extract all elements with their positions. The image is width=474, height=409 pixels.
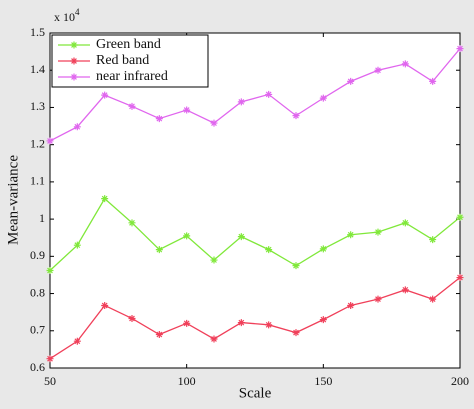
legend-label: Red band [96,53,149,68]
point-marker [101,195,109,203]
point-marker [374,66,382,74]
point-marker [347,231,355,239]
point-marker [292,262,300,270]
point-marker [128,314,136,322]
x-tick-label: 100 [178,374,196,388]
legend-label: near infrared [96,69,168,84]
point-marker [456,274,464,282]
point-marker [347,77,355,85]
point-marker [265,321,273,329]
point-marker [155,331,163,338]
y-tick-label: 1 [39,211,45,225]
point-marker [319,94,327,102]
y-multiplier-base: x 10 [54,10,75,24]
point-marker [429,236,437,244]
point-marker [374,228,382,236]
y-tick-label: 1.5 [30,25,45,39]
point-marker [210,335,218,343]
y-tick-label: 0.6 [30,360,45,374]
point-marker [292,329,300,337]
point-marker [183,106,191,114]
point-marker [265,246,273,254]
point-marker [210,119,218,127]
y-tick-label: 1.3 [30,99,45,113]
y-tick-label: 1.4 [30,62,45,76]
point-marker [101,301,109,309]
y-tick-label: 1.1 [30,174,45,188]
point-marker [401,219,409,227]
point-marker [429,77,437,85]
point-marker [456,213,464,221]
point-marker [46,266,54,274]
series-line [49,48,461,142]
point-marker [46,137,54,145]
y-multiplier: x 104 [54,7,80,24]
point-marker [183,232,191,240]
y-tick-label: 0.8 [30,285,45,299]
point-marker [347,301,355,309]
y-tick-label: 1.2 [30,136,45,150]
x-axis-label: Scale [239,385,272,401]
point-marker [237,233,245,241]
y-tick-label: 0.7 [30,323,45,337]
point-marker [265,90,273,98]
point-marker [46,355,54,363]
point-marker [292,112,300,120]
point-marker [210,256,218,264]
y-axis-label: Mean-variance [5,155,21,245]
point-marker [183,319,191,327]
x-tick-label: 150 [314,374,332,388]
point-marker [155,246,163,254]
legend-marker [70,73,78,81]
point-marker [101,91,109,99]
y-multiplier-exponent: 4 [75,7,80,17]
point-marker [319,245,327,253]
legend-marker [70,57,78,65]
point-marker [73,241,81,249]
point-marker [429,295,437,303]
point-marker [319,316,327,324]
point-marker [73,123,81,131]
point-marker [128,219,136,227]
legend-label: Green band [96,37,161,52]
y-tick-label: 0.9 [30,248,45,262]
point-marker [128,102,136,110]
series-line [49,197,461,271]
point-marker [401,286,409,294]
x-tick-label: 200 [451,374,469,388]
point-marker [237,319,245,327]
series-line [49,277,461,360]
point-marker [456,45,464,53]
point-marker [237,98,245,106]
point-marker [374,295,382,303]
x-tick-label: 50 [44,374,56,388]
point-marker [155,115,163,123]
point-marker [73,337,81,345]
point-marker [401,60,409,68]
legend-marker [70,41,78,49]
